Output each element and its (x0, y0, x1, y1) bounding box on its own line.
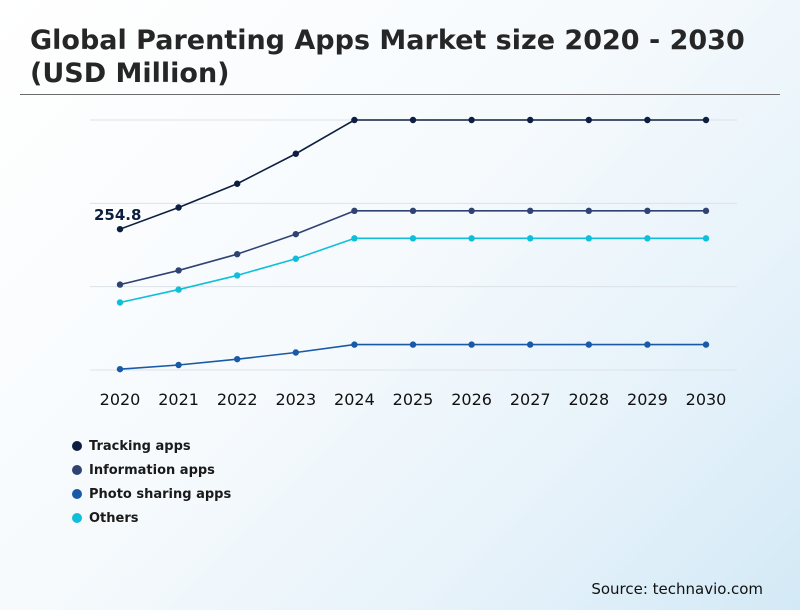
data-point (468, 235, 475, 242)
legend-swatch (72, 441, 82, 451)
data-point (175, 267, 182, 274)
data-point (116, 299, 124, 306)
data-point (292, 150, 299, 157)
legend-label: Photo sharing apps (89, 486, 232, 502)
legend-item: Others (72, 506, 231, 530)
legend-swatch (72, 465, 82, 475)
legend: Tracking apps Information apps Photo shari… (72, 434, 231, 530)
x-tick-label: 2020 (100, 390, 141, 409)
x-tick-label: 2025 (393, 390, 434, 409)
data-point (292, 230, 299, 238)
data-point (702, 116, 710, 124)
source-note: Source: technavio.com (591, 580, 763, 598)
series-2 (116, 341, 710, 373)
data-point (527, 116, 534, 124)
x-tick-label: 2027 (510, 390, 551, 409)
legend-swatch (72, 513, 82, 523)
data-point (702, 207, 710, 215)
x-tick-label: 2024 (334, 390, 375, 409)
data-point (585, 235, 592, 242)
data-point (351, 341, 358, 348)
data-point (409, 341, 417, 348)
series-line (119, 343, 706, 370)
series-3 (116, 235, 710, 306)
legend-label: Tracking apps (89, 438, 191, 454)
data-point (644, 207, 651, 215)
data-point (175, 286, 182, 293)
data-point (585, 116, 592, 124)
series-line (119, 210, 706, 286)
x-tick-label: 2021 (158, 390, 199, 409)
data-point (644, 116, 651, 124)
x-tick-label: 2026 (451, 390, 492, 409)
data-point (175, 361, 182, 369)
x-axis-tick-labels: 2020 2021 2022 2023 2024 2025 2026 2027 2028 2029… (100, 390, 727, 409)
data-point (292, 349, 299, 356)
series-line (119, 237, 706, 304)
data-point (116, 225, 124, 233)
legend-item: Information apps (72, 458, 231, 482)
x-tick-label: 2028 (568, 390, 609, 409)
data-point (585, 341, 592, 348)
x-tick-label: 2022 (217, 390, 258, 409)
series-1 (116, 207, 710, 288)
legend-item: Tracking apps (72, 434, 231, 458)
gridlines (90, 119, 737, 371)
data-point (234, 355, 241, 363)
x-tick-label: 2029 (627, 390, 668, 409)
data-point (175, 204, 182, 211)
data-point (702, 235, 710, 242)
data-point (409, 235, 417, 242)
data-point (702, 341, 710, 348)
data-labels: 254.8 (93, 205, 143, 226)
data-point (585, 207, 592, 215)
data-point (116, 281, 124, 288)
chart-title: Global Parenting Apps Market size 2020 -… (30, 25, 745, 89)
data-point (527, 341, 534, 348)
series-0 (116, 116, 710, 233)
data-point (351, 235, 358, 242)
data-point (409, 207, 417, 215)
x-tick-label: 2030 (686, 390, 727, 409)
data-point (116, 365, 124, 373)
data-point (527, 207, 534, 215)
x-tick-label: 2023 (275, 390, 316, 409)
title-divider (20, 94, 780, 95)
legend-swatch (72, 489, 82, 499)
line-chart: 2020 2021 2022 2023 2024 2025 2026 2027 2028 2029… (90, 116, 737, 409)
data-point (351, 116, 358, 124)
data-point (644, 235, 651, 242)
data-label: 254.8 (94, 206, 141, 224)
data-point (234, 180, 241, 187)
legend-label: Others (89, 510, 139, 526)
legend-label: Information apps (89, 462, 215, 478)
data-point (351, 207, 358, 215)
data-point (468, 341, 475, 348)
data-point (234, 272, 241, 279)
data-point (468, 207, 475, 215)
legend-item: Photo sharing apps (72, 482, 231, 506)
data-point (468, 116, 475, 124)
series-lines (116, 116, 710, 373)
data-point (292, 255, 299, 262)
data-point (527, 235, 534, 242)
data-point (234, 250, 241, 258)
data-point (409, 116, 417, 124)
data-point (644, 341, 651, 348)
